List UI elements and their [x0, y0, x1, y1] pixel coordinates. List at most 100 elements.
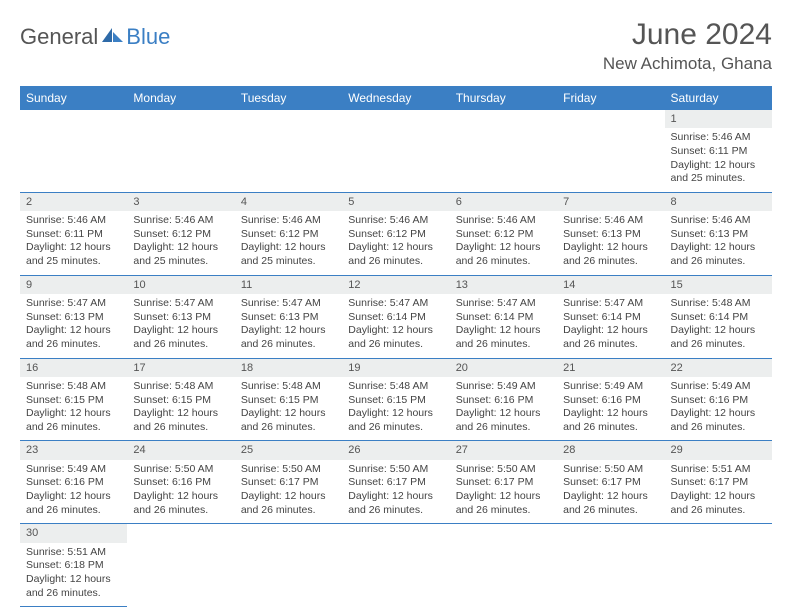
day-cell: 24Sunrise: 5:50 AMSunset: 6:16 PMDayligh…: [127, 441, 234, 524]
calendar-body: 1Sunrise: 5:46 AMSunset: 6:11 PMDaylight…: [20, 110, 772, 607]
day-number: 25: [235, 441, 342, 459]
day-number: 30: [20, 524, 127, 542]
day-number: 28: [557, 441, 664, 459]
sunrise-line: Sunrise: 5:50 AM: [133, 463, 228, 477]
daylight-line: Daylight: 12 hours and 26 minutes.: [348, 324, 443, 351]
daylight-line: Daylight: 12 hours and 26 minutes.: [26, 324, 121, 351]
weekday-header: Saturday: [665, 86, 772, 110]
brand-part2: Blue: [126, 24, 170, 50]
daylight-line: Daylight: 12 hours and 26 minutes.: [456, 407, 551, 434]
day-cell: 29Sunrise: 5:51 AMSunset: 6:17 PMDayligh…: [665, 441, 772, 524]
empty-cell: [665, 524, 772, 607]
sunrise-line: Sunrise: 5:47 AM: [348, 297, 443, 311]
sunrise-line: Sunrise: 5:51 AM: [671, 463, 766, 477]
logo-sail-icon: [102, 24, 124, 50]
day-cell: 28Sunrise: 5:50 AMSunset: 6:17 PMDayligh…: [557, 441, 664, 524]
sunrise-line: Sunrise: 5:46 AM: [133, 214, 228, 228]
day-cell: 6Sunrise: 5:46 AMSunset: 6:12 PMDaylight…: [450, 192, 557, 275]
sunrise-line: Sunrise: 5:48 AM: [671, 297, 766, 311]
day-number: 7: [557, 193, 664, 211]
daylight-line: Daylight: 12 hours and 26 minutes.: [671, 407, 766, 434]
day-cell: 23Sunrise: 5:49 AMSunset: 6:16 PMDayligh…: [20, 441, 127, 524]
daylight-line: Daylight: 12 hours and 26 minutes.: [133, 407, 228, 434]
empty-cell: [342, 110, 449, 192]
sunset-line: Sunset: 6:17 PM: [348, 476, 443, 490]
week-row: 1Sunrise: 5:46 AMSunset: 6:11 PMDaylight…: [20, 110, 772, 192]
sunset-line: Sunset: 6:14 PM: [456, 311, 551, 325]
day-cell: 5Sunrise: 5:46 AMSunset: 6:12 PMDaylight…: [342, 192, 449, 275]
day-cell: 13Sunrise: 5:47 AMSunset: 6:14 PMDayligh…: [450, 275, 557, 358]
sunset-line: Sunset: 6:11 PM: [671, 145, 766, 159]
sunrise-line: Sunrise: 5:46 AM: [26, 214, 121, 228]
sunrise-line: Sunrise: 5:49 AM: [26, 463, 121, 477]
sunset-line: Sunset: 6:13 PM: [671, 228, 766, 242]
week-row: 30Sunrise: 5:51 AMSunset: 6:18 PMDayligh…: [20, 524, 772, 607]
sunset-line: Sunset: 6:12 PM: [133, 228, 228, 242]
day-number: 22: [665, 359, 772, 377]
day-cell: 19Sunrise: 5:48 AMSunset: 6:15 PMDayligh…: [342, 358, 449, 441]
sunrise-line: Sunrise: 5:50 AM: [563, 463, 658, 477]
sunset-line: Sunset: 6:17 PM: [241, 476, 336, 490]
sunset-line: Sunset: 6:13 PM: [26, 311, 121, 325]
empty-cell: [450, 110, 557, 192]
sunrise-line: Sunrise: 5:46 AM: [563, 214, 658, 228]
location: New Achimota, Ghana: [603, 54, 772, 74]
empty-cell: [127, 110, 234, 192]
day-cell: 15Sunrise: 5:48 AMSunset: 6:14 PMDayligh…: [665, 275, 772, 358]
week-row: 23Sunrise: 5:49 AMSunset: 6:16 PMDayligh…: [20, 441, 772, 524]
sunset-line: Sunset: 6:11 PM: [26, 228, 121, 242]
daylight-line: Daylight: 12 hours and 26 minutes.: [348, 241, 443, 268]
day-number: 26: [342, 441, 449, 459]
day-cell: 25Sunrise: 5:50 AMSunset: 6:17 PMDayligh…: [235, 441, 342, 524]
sunrise-line: Sunrise: 5:46 AM: [348, 214, 443, 228]
sunrise-line: Sunrise: 5:49 AM: [671, 380, 766, 394]
day-number: 3: [127, 193, 234, 211]
day-number: 21: [557, 359, 664, 377]
daylight-line: Daylight: 12 hours and 26 minutes.: [456, 241, 551, 268]
sunset-line: Sunset: 6:15 PM: [241, 394, 336, 408]
sunrise-line: Sunrise: 5:47 AM: [563, 297, 658, 311]
empty-cell: [557, 110, 664, 192]
daylight-line: Daylight: 12 hours and 26 minutes.: [456, 490, 551, 517]
sunrise-line: Sunrise: 5:47 AM: [456, 297, 551, 311]
day-number: 4: [235, 193, 342, 211]
day-cell: 14Sunrise: 5:47 AMSunset: 6:14 PMDayligh…: [557, 275, 664, 358]
daylight-line: Daylight: 12 hours and 26 minutes.: [26, 573, 121, 600]
daylight-line: Daylight: 12 hours and 25 minutes.: [133, 241, 228, 268]
daylight-line: Daylight: 12 hours and 26 minutes.: [563, 324, 658, 351]
day-cell: 18Sunrise: 5:48 AMSunset: 6:15 PMDayligh…: [235, 358, 342, 441]
sunset-line: Sunset: 6:12 PM: [241, 228, 336, 242]
sunset-line: Sunset: 6:17 PM: [456, 476, 551, 490]
brand-part1: General: [20, 24, 98, 50]
daylight-line: Daylight: 12 hours and 25 minutes.: [26, 241, 121, 268]
empty-cell: [557, 524, 664, 607]
daylight-line: Daylight: 12 hours and 26 minutes.: [563, 407, 658, 434]
empty-cell: [127, 524, 234, 607]
daylight-line: Daylight: 12 hours and 26 minutes.: [241, 324, 336, 351]
empty-cell: [20, 110, 127, 192]
sunset-line: Sunset: 6:14 PM: [563, 311, 658, 325]
empty-cell: [450, 524, 557, 607]
sunrise-line: Sunrise: 5:47 AM: [26, 297, 121, 311]
day-number: 23: [20, 441, 127, 459]
sunrise-line: Sunrise: 5:48 AM: [133, 380, 228, 394]
sunset-line: Sunset: 6:12 PM: [456, 228, 551, 242]
day-number: 11: [235, 276, 342, 294]
day-cell: 30Sunrise: 5:51 AMSunset: 6:18 PMDayligh…: [20, 524, 127, 607]
day-cell: 21Sunrise: 5:49 AMSunset: 6:16 PMDayligh…: [557, 358, 664, 441]
weekday-header: Sunday: [20, 86, 127, 110]
sunset-line: Sunset: 6:13 PM: [133, 311, 228, 325]
empty-cell: [235, 524, 342, 607]
day-number: 17: [127, 359, 234, 377]
day-number: 20: [450, 359, 557, 377]
day-number: 8: [665, 193, 772, 211]
empty-cell: [235, 110, 342, 192]
daylight-line: Daylight: 12 hours and 26 minutes.: [26, 490, 121, 517]
day-number: 12: [342, 276, 449, 294]
sunset-line: Sunset: 6:14 PM: [348, 311, 443, 325]
sunrise-line: Sunrise: 5:50 AM: [241, 463, 336, 477]
sunrise-line: Sunrise: 5:47 AM: [241, 297, 336, 311]
sunset-line: Sunset: 6:18 PM: [26, 559, 121, 573]
sunset-line: Sunset: 6:17 PM: [563, 476, 658, 490]
daylight-line: Daylight: 12 hours and 25 minutes.: [671, 159, 766, 186]
